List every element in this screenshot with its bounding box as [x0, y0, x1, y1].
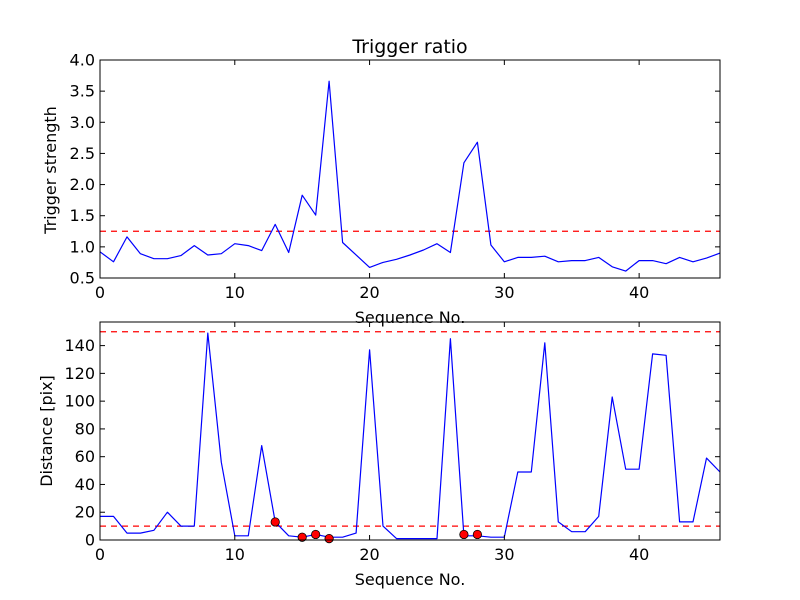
top-y-ticks: 0.5 1.0 1.5 2.0 2.5 3.0 3.5 4.0	[70, 51, 720, 288]
data-point	[459, 529, 469, 540]
y-tick-label: 1.5	[70, 206, 95, 225]
y-tick-label: 20	[75, 503, 95, 522]
chart-title: Trigger ratio	[351, 36, 467, 58]
x-tick-label: 20	[359, 545, 379, 564]
data-point	[270, 517, 280, 527]
y-tick-label: 1.0	[70, 237, 95, 256]
bottom-axes-frame	[99, 321, 721, 541]
x-tick-label: 40	[629, 283, 649, 302]
series-line	[99, 80, 721, 272]
y-tick-label: 140	[64, 336, 95, 355]
y-tick-label: 0	[85, 531, 95, 550]
top-subplot: Trigger ratio 0 10 20 30 40 0.5 1.0 1.5 2.0 2.5 3…	[41, 36, 721, 327]
bottom-plot-area	[100, 331, 721, 544]
y-tick-label: 80	[75, 419, 95, 438]
y-tick-label: 4.0	[70, 51, 95, 70]
x-tick-label: 0	[95, 545, 105, 564]
x-tick-label: 30	[494, 283, 514, 302]
y-tick-label: 100	[64, 392, 95, 411]
bottom-subplot: 0 10 20 30 40 0 20 40 60 80 100 120 140 Sequence No…	[37, 321, 721, 589]
bottom-x-ticks: 0 10 20 30 40	[95, 322, 649, 564]
data-point	[472, 529, 482, 540]
y-tick-label: 3.5	[70, 82, 95, 101]
x-tick-label: 40	[629, 545, 649, 564]
y-tick-label: 40	[75, 475, 95, 494]
x-tick-label: 30	[494, 545, 514, 564]
y-tick-label: 2.5	[70, 144, 95, 163]
y-tick-label: 0.5	[70, 269, 95, 288]
top-x-axis-label: Sequence No.	[355, 308, 466, 327]
y-tick-label: 2.0	[70, 175, 95, 194]
y-tick-label: 120	[64, 364, 95, 383]
y-tick-label: 3.0	[70, 113, 95, 132]
x-tick-label: 10	[225, 283, 245, 302]
data-point	[297, 532, 307, 542]
bottom-x-axis-label: Sequence No.	[355, 570, 466, 589]
y-tick-label: 60	[75, 447, 95, 466]
x-tick-label: 10	[225, 545, 245, 564]
top-y-axis-label: Trigger strength	[41, 106, 60, 235]
series-line	[100, 332, 721, 540]
top-axes-frame	[99, 59, 721, 279]
data-point	[311, 529, 321, 540]
bottom-y-ticks: 0 20 40 60 80 100 120 140	[64, 336, 720, 550]
top-plot-area	[99, 80, 721, 272]
x-tick-label: 20	[359, 283, 379, 302]
bottom-y-axis-label: Distance [pix]	[37, 375, 56, 487]
top-x-ticks: 0 10 20 30 40	[95, 60, 649, 302]
x-tick-label: 0	[95, 283, 105, 302]
data-point	[324, 534, 334, 544]
